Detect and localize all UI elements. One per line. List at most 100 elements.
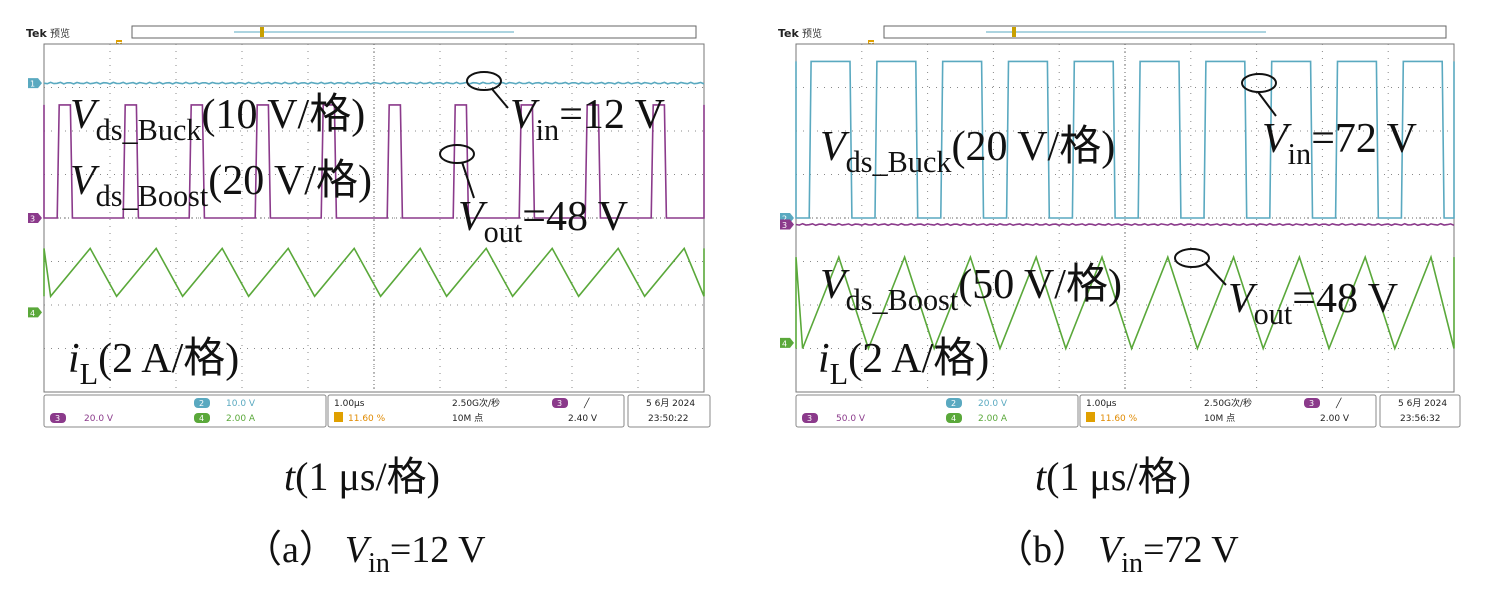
signal-label-ch3-var: V bbox=[70, 158, 100, 204]
trig-slope: ╱ bbox=[1335, 397, 1342, 409]
status-bar: 3 20.0 V 2 10.0 V 4 2.00 A 1.00μs 11.60 % 2.50G次… bbox=[43, 394, 711, 428]
sample-rate: 2.50G次/秒 bbox=[1204, 397, 1252, 409]
callout-line bbox=[491, 88, 509, 109]
note-out-sub: out bbox=[484, 215, 523, 249]
ch3-badge bbox=[50, 413, 66, 423]
status-horizontal-box bbox=[327, 394, 625, 428]
waveform-ch3 bbox=[43, 104, 705, 219]
signal-label-ch2: Vds_Buck(20 V/格) bbox=[820, 124, 1115, 179]
mode-label: 预览 bbox=[50, 27, 70, 40]
note-in-sub: in bbox=[1288, 137, 1312, 171]
status-date: 5 6月 2024 bbox=[1398, 398, 1447, 409]
scope-panel-b: Tek预览T234Vds_Buck(20 V/格)Vds_Boost(50 V/… bbox=[778, 25, 1461, 579]
status-date: 5 6月 2024 bbox=[646, 398, 695, 409]
caption-sub: in bbox=[1121, 548, 1143, 579]
ch4-badge bbox=[194, 413, 210, 423]
signal-label-ch3-var: V bbox=[820, 262, 850, 308]
signal-label-ch2-var: V bbox=[820, 124, 850, 170]
note-in-tail: =12 V bbox=[559, 92, 665, 138]
signal-label-ch3-tail: (20 V/格) bbox=[208, 158, 372, 204]
note-out-var: V bbox=[458, 194, 488, 240]
note-out: Vout=48 V bbox=[458, 194, 628, 249]
note-in-sub: in bbox=[536, 113, 560, 147]
note-in-tail: =72 V bbox=[1311, 116, 1417, 162]
status-vertical-box bbox=[795, 394, 1079, 428]
waveform-ch2 bbox=[795, 60, 1455, 219]
trigger-pos: 11.60 % bbox=[348, 414, 386, 424]
scope-panel-a: Tek预览T134Vds_Buck(10 V/格)Vds_Boost(20 V/… bbox=[26, 25, 711, 579]
caption-prefix: （b） bbox=[995, 529, 1090, 571]
trig-ch-badge-label: 3 bbox=[557, 399, 562, 408]
highlight-ellipse bbox=[466, 71, 502, 91]
time-axis-var: t bbox=[284, 454, 296, 499]
callout-line bbox=[461, 161, 475, 199]
signal-label-ch4-sub: L bbox=[80, 357, 98, 391]
mode-label: 预览 bbox=[802, 27, 822, 40]
ch4-scale: 2.00 A bbox=[978, 414, 1008, 424]
ch3-badge-label: 3 bbox=[807, 414, 812, 423]
trig-slope: ╱ bbox=[583, 397, 590, 409]
highlight-ellipse bbox=[1174, 248, 1210, 268]
waveform-ch4 bbox=[795, 254, 1455, 351]
waveform-ch1 bbox=[43, 81, 705, 85]
channel-marker-3 bbox=[780, 219, 794, 230]
trig-level: 2.40 V bbox=[568, 414, 598, 424]
note-out-tail: =48 V bbox=[522, 194, 628, 240]
trigger-pos-icon bbox=[334, 412, 343, 422]
note-in-var: V bbox=[510, 92, 540, 138]
signal-label-ch4-tail: (2 A/格) bbox=[848, 336, 989, 382]
signal-label-ch1-sub: ds_Buck bbox=[96, 113, 203, 147]
signal-label-ch3-sub: ds_Boost bbox=[96, 179, 209, 213]
ch3-badge bbox=[802, 413, 818, 423]
ch2-scale: 20.0 V bbox=[978, 399, 1008, 409]
callout-line bbox=[1205, 263, 1227, 286]
note-out-tail: =48 V bbox=[1292, 276, 1398, 322]
sample-rate: 2.50G次/秒 bbox=[452, 397, 500, 409]
caption-var: V bbox=[345, 529, 372, 571]
ch2-badge-label: 2 bbox=[199, 399, 204, 408]
panel-caption: （a） Vin=12 V bbox=[244, 529, 486, 579]
caption-prefix: （a） bbox=[244, 529, 337, 571]
timebase: 1.00μs bbox=[334, 399, 365, 409]
timebase: 1.00μs bbox=[1086, 399, 1117, 409]
channel-marker-4 bbox=[780, 337, 794, 348]
trig-level: 2.00 V bbox=[1320, 414, 1350, 424]
caption-value: =72 V bbox=[1143, 529, 1239, 571]
channel-marker-label-4: 4 bbox=[30, 309, 35, 318]
ch3-scale: 50.0 V bbox=[836, 414, 866, 424]
ch4-badge-label: 4 bbox=[199, 414, 204, 423]
ch2-badge-label: 2 bbox=[951, 399, 956, 408]
status-datetime-box bbox=[627, 394, 711, 428]
trig-ch-badge-label: 3 bbox=[1309, 399, 1314, 408]
caption-sub: in bbox=[368, 548, 390, 579]
signal-label-ch1: Vds_Buck(10 V/格) bbox=[70, 92, 365, 147]
trigger-pos-icon bbox=[1086, 412, 1095, 422]
time-axis-scale: (1 μs/格) bbox=[1046, 454, 1191, 499]
note-out-var: V bbox=[1228, 276, 1258, 322]
channel-marker-label-2: 2 bbox=[782, 215, 787, 224]
ch4-badge bbox=[946, 413, 962, 423]
waveform-ch3 bbox=[795, 222, 1455, 227]
channel-marker-1 bbox=[28, 78, 42, 89]
callout-line bbox=[1257, 91, 1277, 117]
waveform-ch4 bbox=[43, 246, 705, 299]
signal-label-ch2-tail: (20 V/格) bbox=[951, 124, 1115, 170]
ch4-scale: 2.00 A bbox=[226, 414, 256, 424]
signal-label-ch4-var: i bbox=[68, 336, 80, 382]
signal-label-ch1-tail: (10 V/格) bbox=[201, 92, 365, 138]
status-horizontal-box bbox=[1079, 394, 1377, 428]
trig-ch-badge bbox=[1304, 398, 1320, 408]
record-length: 10M 点 bbox=[1204, 413, 1235, 424]
time-axis-var: t bbox=[1035, 454, 1047, 499]
signal-label-ch3: Vds_Boost(50 V/格) bbox=[820, 262, 1122, 317]
status-time: 23:56:32 bbox=[1400, 414, 1440, 424]
signal-label-ch3: Vds_Boost(20 V/格) bbox=[70, 158, 372, 213]
note-in: Vin=12 V bbox=[510, 92, 665, 147]
channel-marker-3 bbox=[28, 213, 42, 223]
time-axis-label: t(1 μs/格) bbox=[1035, 454, 1191, 499]
trig-ch-badge bbox=[552, 398, 568, 408]
signal-label-ch4: iL(2 A/格) bbox=[818, 336, 989, 391]
record-length: 10M 点 bbox=[452, 413, 483, 424]
brand-logo: Tek bbox=[26, 27, 48, 40]
